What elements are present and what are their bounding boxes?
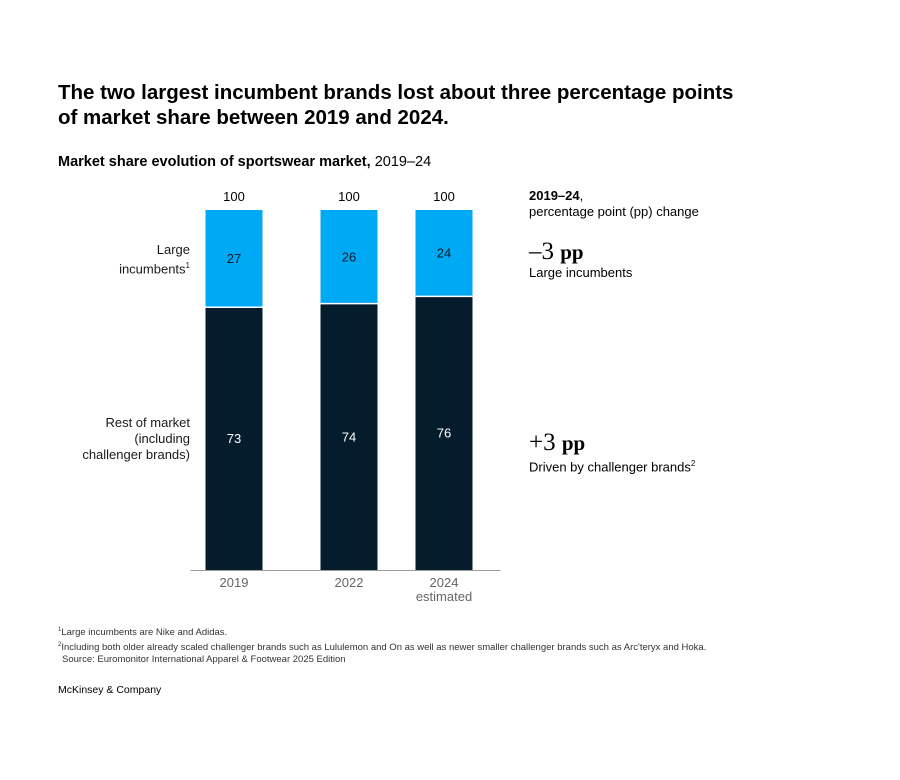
side-panel-rest-change: +3 pp Driven by challenger brands2 xyxy=(529,429,696,475)
x-tick-label-2024: 2024 xyxy=(430,575,459,590)
x-tick-label-2019: 2019 xyxy=(220,575,249,590)
bar-segment-incumbents-2019 xyxy=(205,210,263,308)
rest-change-value: +3 xyxy=(529,429,556,456)
incumbents-change-label: Large incumbents xyxy=(529,265,633,280)
row-label-large-incumbents: Large incumbents1 xyxy=(119,242,190,277)
stacked-bar-chart: 73 27 100 2019 74 26 100 2022 76 24 100 2024estimat… xyxy=(190,189,501,604)
bar-segment-rest-2019 xyxy=(205,307,263,570)
bar-segment-rest-2024 xyxy=(415,296,473,570)
total-label-2022: 100 xyxy=(338,189,360,204)
x-tick-sublabel-2024: estimated xyxy=(416,589,472,604)
data-label-rest-2019: 73 xyxy=(227,431,241,446)
data-label-incumbents-2024: 24 xyxy=(437,246,451,261)
subtitle-range: 2019–24 xyxy=(374,154,432,170)
chart-title: The two largest incumbent brands lost ab… xyxy=(58,81,734,129)
bar-segment-incumbents-2022 xyxy=(320,210,378,304)
x-tick-label-2022: 2022 xyxy=(335,575,364,590)
source-note: Source: Euromonitor International Appare… xyxy=(62,654,346,666)
incumbents-change-value: –3 xyxy=(529,238,554,265)
side-panel-incumbents-change: –3 pp Large incumbents xyxy=(529,238,633,281)
data-label-incumbents-2022: 26 xyxy=(342,249,356,264)
footnote-2: 2Including both older already scaled cha… xyxy=(58,642,707,654)
chart-subtitle: Market share evolution of sportswear mar… xyxy=(58,154,431,170)
bar-segment-rest-2022 xyxy=(320,303,378,570)
footnotes: 1Large incumbents are Nike and Adidas. 2… xyxy=(58,624,706,666)
rest-change-label: Driven by challenger brands2 xyxy=(529,459,696,475)
footnote-1: 1Large incumbents are Nike and Adidas. xyxy=(58,627,228,639)
total-label-2024: 100 xyxy=(433,189,455,204)
row-label-rest-of-market: Rest of market (including challenger bra… xyxy=(82,415,190,462)
subtitle-main: Market share evolution of sportswear mar… xyxy=(58,154,371,170)
bar-segment-incumbents-2024 xyxy=(415,210,473,297)
brand-logo-text: McKinsey & Company xyxy=(58,684,162,696)
data-label-incumbents-2019: 27 xyxy=(227,251,241,266)
total-label-2019: 100 xyxy=(223,189,245,204)
data-label-rest-2022: 74 xyxy=(342,429,356,444)
side-panel-heading: 2019–24, percentage point (pp) change xyxy=(529,188,699,219)
data-label-rest-2024: 76 xyxy=(437,426,451,441)
